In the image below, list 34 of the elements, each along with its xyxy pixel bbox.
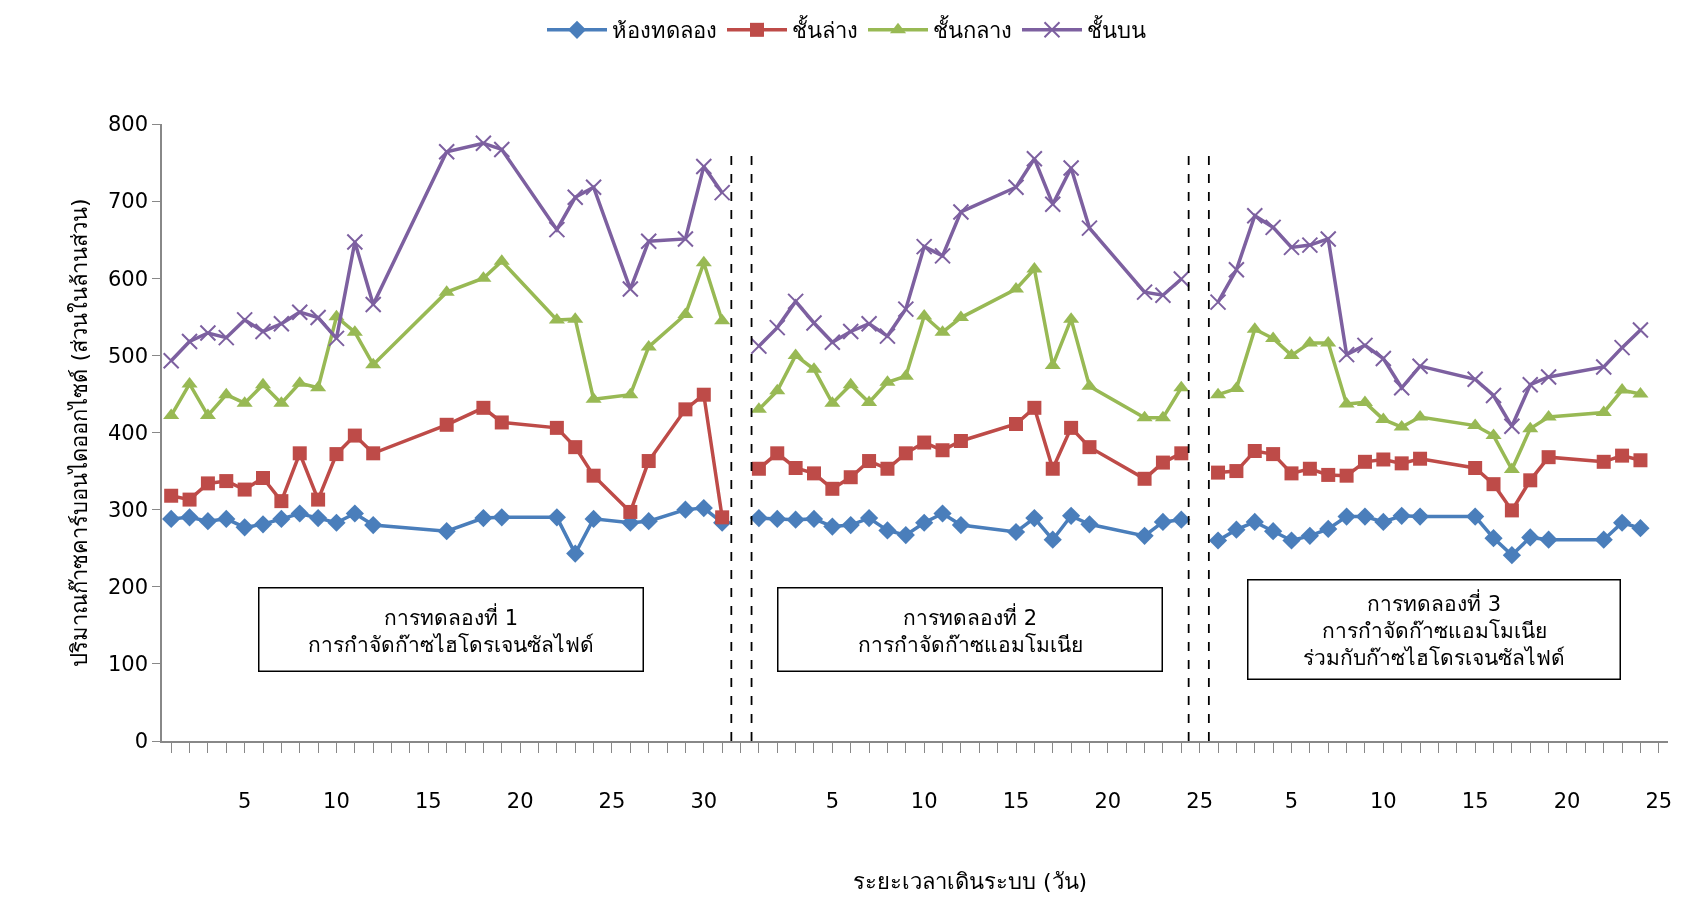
x-tick-label: 5 [1284, 788, 1299, 813]
y-tick-label: 100 [107, 652, 149, 677]
legend-label: ชั้นล่าง [792, 15, 858, 44]
x-tick-label: 10 [323, 788, 350, 813]
y-tick-label: 0 [134, 729, 149, 754]
annotation: การทดลองที่ 1 การกำจัดก๊าซไฮโดรเจนซัลไฟด์ [308, 602, 594, 657]
legend-label: ชั้นบน [1087, 15, 1146, 44]
y-tick-label: 800 [107, 112, 149, 137]
x-tick-label: 30 [690, 788, 718, 813]
legend-label: ห้องทดลอง [612, 18, 717, 44]
x-tick-label: 5 [825, 788, 840, 813]
legend-label: ชั้นกลาง [933, 15, 1012, 44]
y-tick-label: 500 [107, 343, 149, 368]
y-tick-label: 700 [107, 189, 149, 214]
y-tick-label: 300 [107, 497, 149, 522]
y-tick-label: 200 [107, 575, 149, 600]
x-tick-label: 25 [598, 788, 626, 813]
x-tick-label: 20 [1553, 788, 1581, 813]
y-tick-label: 600 [107, 266, 149, 291]
x-tick-label: 20 [1094, 788, 1122, 813]
y-axis-title: ปริมาณก๊าซคาร์บอนไดออกไซด์ (ส่วนในล้านส่วน) [67, 198, 93, 667]
x-tick-label: 15 [1461, 788, 1489, 813]
x-tick-label: 5 [237, 788, 252, 813]
x-tick-label: 15 [1002, 788, 1030, 813]
x-tick-label: 20 [506, 788, 534, 813]
x-tick-label: 10 [1369, 788, 1397, 813]
x-axis-title: ระยะเวลาเดินระบบ (วัน) [853, 869, 1088, 895]
y-tick-label: 400 [107, 420, 149, 445]
annotation: การทดลองที่ 2 การกำจัดก๊าซแอมโมเนีย [857, 602, 1083, 657]
annotation: การทดลองที่ 3 การกำจัดก๊าซแอมโมเนีย ร่วมกับก๊าซไฮโดรเจนซัลไฟด์ [1303, 588, 1565, 671]
x-tick-label: 10 [910, 788, 938, 813]
x-tick-label: 25 [1186, 788, 1214, 813]
x-tick-label: 15 [414, 788, 442, 813]
x-tick-label: 25 [1645, 788, 1673, 813]
